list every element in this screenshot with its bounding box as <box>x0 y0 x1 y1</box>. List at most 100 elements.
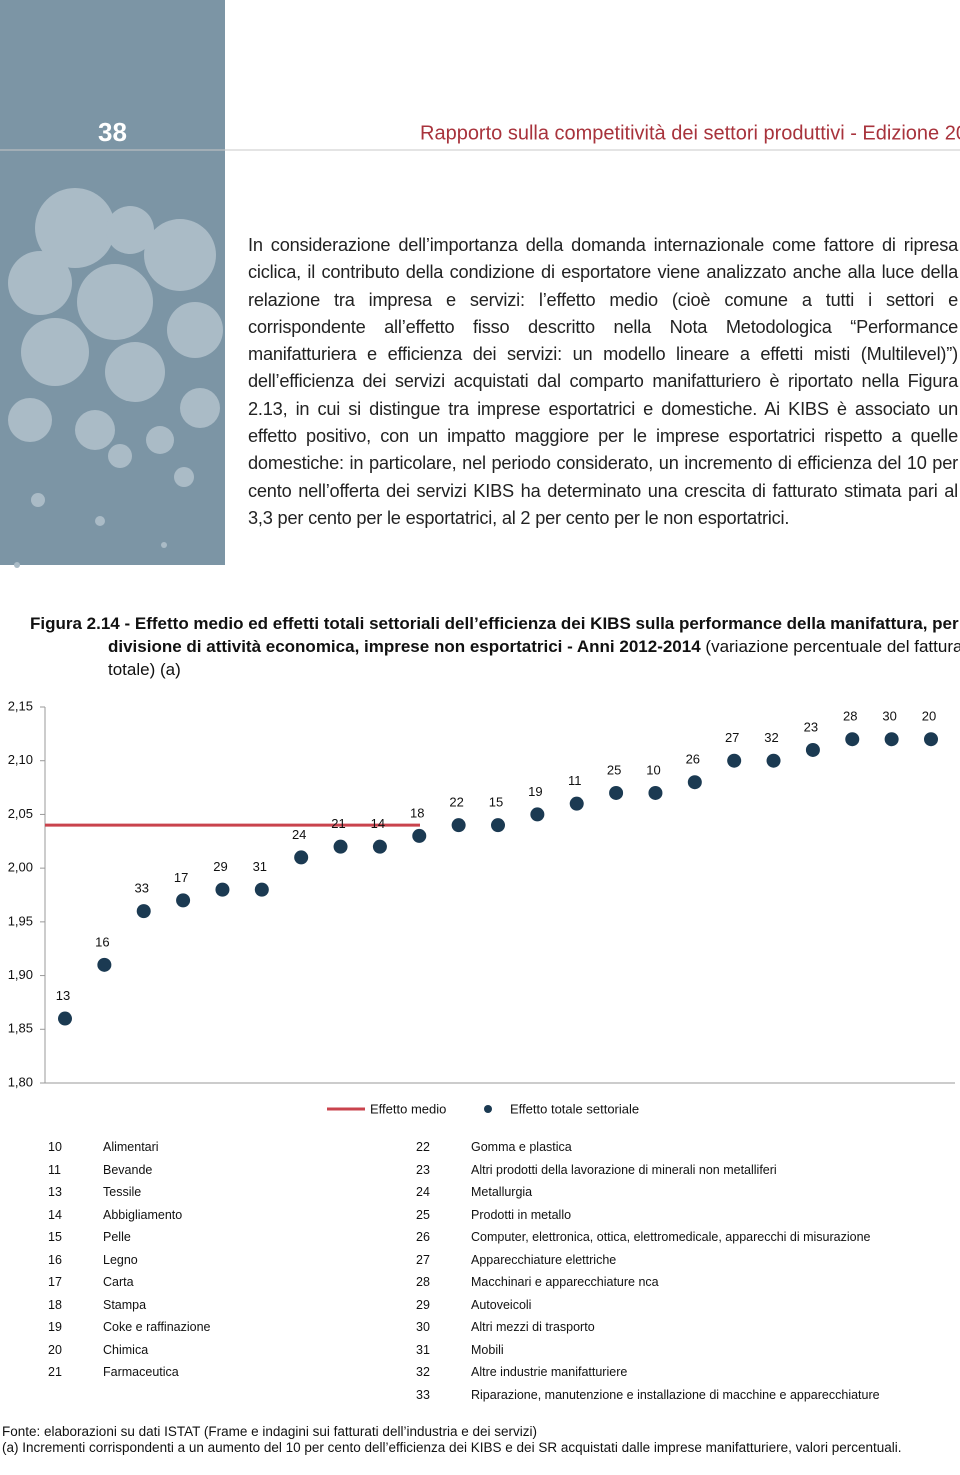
code: 14 <box>48 1207 62 1222</box>
code: 17 <box>48 1275 62 1289</box>
figure-subtitle: (variazione percentuale del fatturato to… <box>108 637 960 679</box>
point <box>609 785 624 800</box>
sector: Apparecchiature elettriche <box>471 1252 617 1267</box>
y-tick-label: 1,95 <box>8 913 33 928</box>
code: 28 <box>416 1275 430 1289</box>
point <box>766 753 781 768</box>
sector: Stampa <box>103 1297 147 1312</box>
figure-caption: Figura 2.14 - Effetto medio ed effetti t… <box>30 612 960 681</box>
code: 24 <box>416 1185 430 1199</box>
sector: Abbigliamento <box>103 1207 183 1222</box>
sector: Macchinari e apparecchiature nca <box>471 1275 659 1289</box>
point <box>805 742 820 757</box>
code: 26 <box>416 1230 430 1244</box>
point <box>136 904 151 919</box>
point-label: 20 <box>922 709 936 724</box>
y-tick-label: 2,00 <box>8 860 33 875</box>
sector: Altri prodotti della lavorazione di mine… <box>471 1162 777 1177</box>
sector: Alimentari <box>103 1140 159 1154</box>
paragraph: In considerazione dell’importanza della … <box>248 235 958 528</box>
sector: Tessile <box>103 1185 142 1199</box>
point-label: 15 <box>489 795 503 810</box>
point <box>530 807 545 822</box>
point-label: 24 <box>292 827 306 842</box>
point <box>491 818 505 833</box>
y-tick-label: 2,10 <box>8 752 33 767</box>
point <box>924 732 938 747</box>
point <box>333 839 348 854</box>
point <box>727 753 742 768</box>
point-label: 17 <box>174 870 188 885</box>
code: 23 <box>416 1162 430 1177</box>
code: 33 <box>416 1387 430 1402</box>
point <box>687 775 702 790</box>
point <box>451 818 466 833</box>
point-label: 11 <box>568 773 582 788</box>
code: 25 <box>416 1207 430 1222</box>
sector: Autoveicoli <box>471 1297 532 1312</box>
point <box>254 882 269 897</box>
point-label: 31 <box>253 859 267 874</box>
sector: Pelle <box>103 1230 131 1244</box>
point-label: 28 <box>843 709 857 724</box>
point <box>372 839 387 854</box>
sector: Gomma e plastica <box>471 1140 572 1154</box>
page-number: 38 <box>98 117 127 147</box>
point-label: 29 <box>213 859 227 874</box>
sector: Computer, elettronica, ottica, elettrome… <box>471 1230 871 1244</box>
code: 29 <box>416 1297 430 1312</box>
point-label: 30 <box>882 709 896 724</box>
sector: Mobili <box>471 1342 504 1357</box>
code: 10 <box>48 1140 62 1154</box>
sector: Farmaceutica <box>103 1365 179 1379</box>
code: 13 <box>48 1185 62 1199</box>
point <box>412 828 427 843</box>
sector: Coke e raffinazione <box>103 1320 211 1334</box>
code: 18 <box>48 1297 62 1312</box>
decor-circles <box>8 188 223 568</box>
point-label: 27 <box>725 730 739 745</box>
point-label: 13 <box>56 988 70 1003</box>
sector: Metallurgia <box>471 1185 533 1199</box>
code: 11 <box>48 1162 61 1177</box>
code: 32 <box>416 1365 430 1379</box>
legend-dot <box>484 1105 492 1113</box>
y-tick-label: 2,05 <box>8 806 33 821</box>
code: 15 <box>48 1230 62 1244</box>
sector: Altre industrie manifatturiere <box>471 1365 628 1379</box>
point-label: 22 <box>449 795 463 810</box>
point-label: 16 <box>95 934 109 949</box>
point <box>884 732 899 747</box>
header-title: Rapporto sulla competitività dei settori… <box>420 122 960 144</box>
sector: Riparazione, manutenzione e installazion… <box>471 1387 880 1402</box>
code: 16 <box>48 1252 62 1267</box>
figure-label: Figura 2.14 - <box>30 614 135 633</box>
code: 19 <box>48 1320 62 1334</box>
code: 30 <box>416 1320 430 1334</box>
point-label: 25 <box>607 762 621 777</box>
point-label: 18 <box>410 805 424 820</box>
sector: Altri mezzi di trasporto <box>471 1320 595 1334</box>
point <box>294 850 309 865</box>
point <box>58 1011 72 1026</box>
code: 22 <box>416 1140 430 1154</box>
point <box>845 732 860 747</box>
source: Fonte: elaborazioni su dati ISTAT (Frame… <box>2 1424 537 1439</box>
point-label: 21 <box>331 816 345 831</box>
point-label: 19 <box>528 784 542 799</box>
point <box>176 893 191 908</box>
point-label: 26 <box>686 752 700 767</box>
code: 20 <box>48 1342 62 1357</box>
point-label: 14 <box>371 816 385 831</box>
y-tick-label: 2,15 <box>8 698 33 713</box>
y-tick-label: 1,90 <box>8 967 33 982</box>
point-label: 23 <box>804 719 818 734</box>
y-tick-label: 1,80 <box>8 1074 33 1089</box>
point <box>569 796 584 811</box>
y-tick-label: 1,85 <box>8 1021 33 1036</box>
point <box>648 785 663 800</box>
code: 31 <box>416 1342 430 1357</box>
point <box>215 882 230 897</box>
